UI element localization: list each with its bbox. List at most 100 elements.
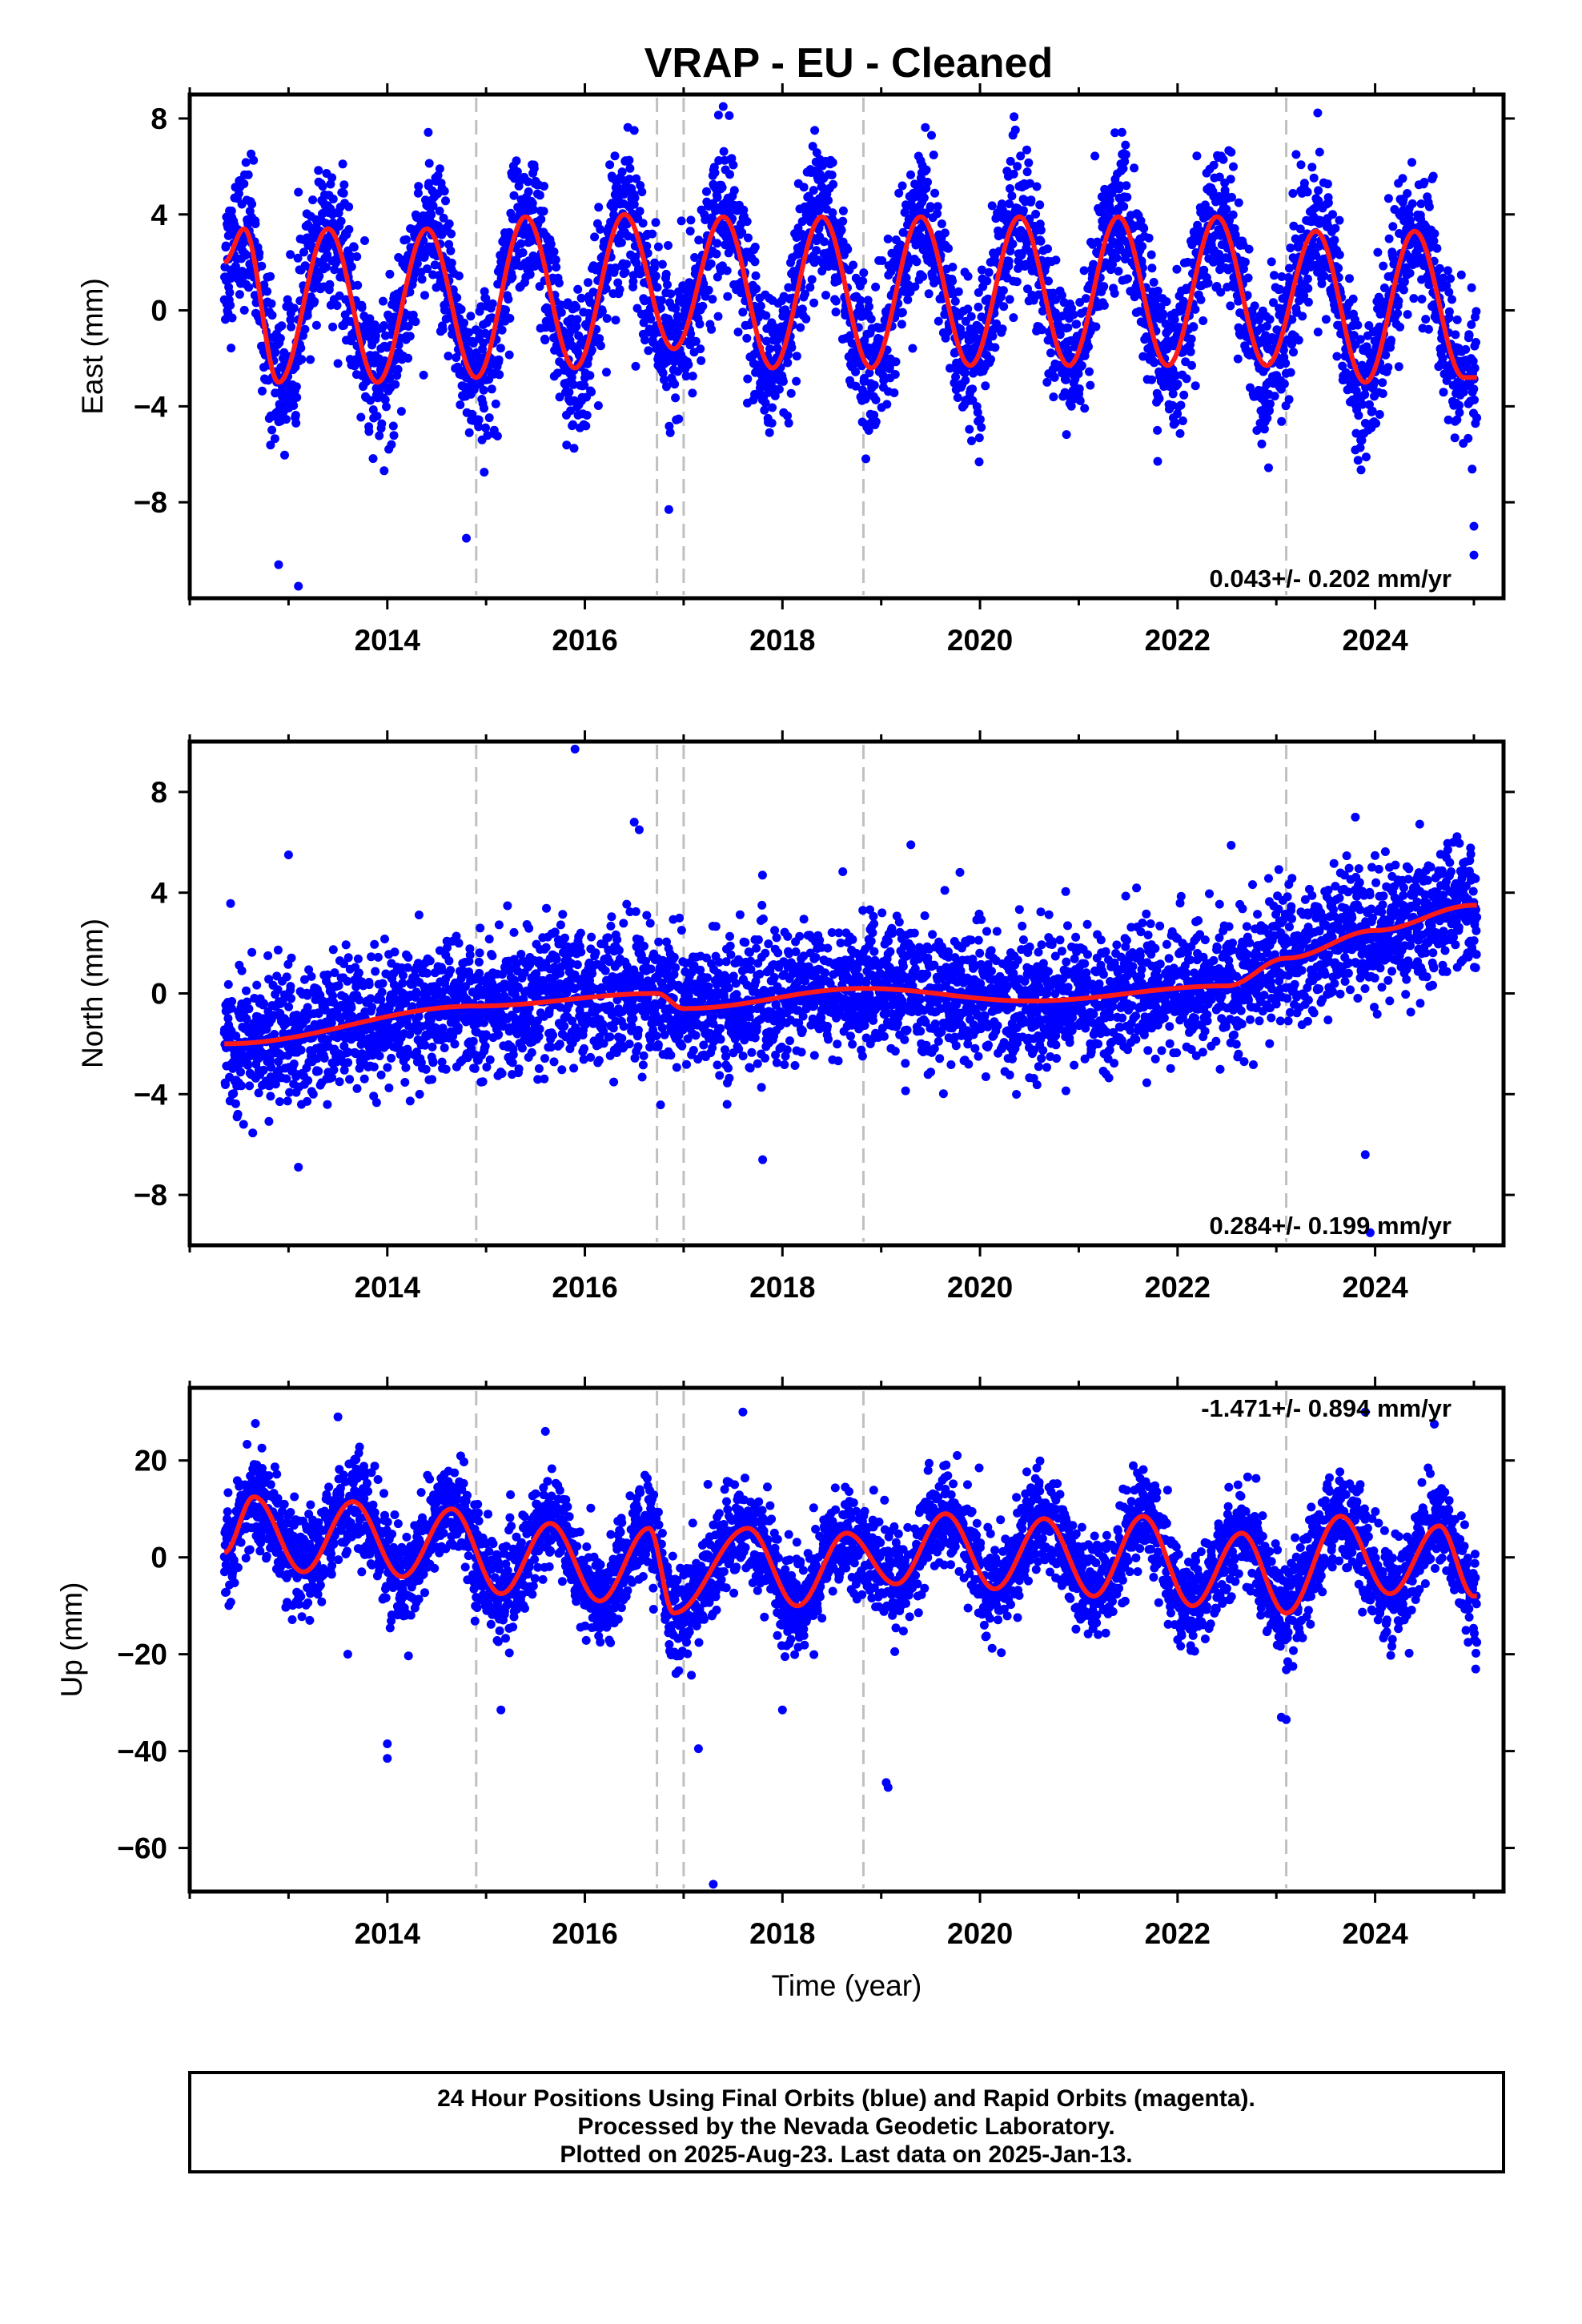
data-point <box>1348 294 1358 304</box>
data-point <box>488 299 497 308</box>
data-point <box>891 357 901 367</box>
data-point <box>1462 363 1472 372</box>
data-point <box>691 336 701 346</box>
data-point <box>851 381 861 391</box>
data-point <box>1468 356 1478 366</box>
data-point <box>981 381 990 391</box>
data-point <box>286 315 295 324</box>
data-point <box>340 992 349 1002</box>
data-point <box>974 302 983 312</box>
data-point <box>536 215 546 224</box>
data-point <box>1006 156 1015 166</box>
data-point <box>1137 256 1146 266</box>
data-point <box>1360 390 1370 400</box>
data-point <box>371 331 380 340</box>
data-point <box>865 368 874 378</box>
data-point <box>587 345 596 355</box>
data-point <box>323 970 332 979</box>
data-point <box>1403 189 1412 198</box>
data-point <box>351 1049 360 1059</box>
data-point <box>699 279 709 288</box>
data-point <box>412 1047 422 1056</box>
data-point <box>725 170 734 179</box>
data-point <box>849 260 858 270</box>
data-point <box>674 414 684 424</box>
outlier-point <box>629 126 639 135</box>
data-point <box>291 418 301 428</box>
data-point <box>479 385 488 395</box>
data-point <box>367 1003 377 1012</box>
data-point <box>1042 377 1052 387</box>
data-point <box>756 301 765 311</box>
data-point <box>1315 147 1324 157</box>
data-point <box>1424 202 1434 211</box>
data-point <box>851 367 861 376</box>
data-point <box>990 343 1000 352</box>
data-point <box>927 131 936 140</box>
data-point <box>267 299 276 308</box>
data-point <box>651 218 661 227</box>
data-point <box>784 418 793 428</box>
data-point <box>275 1097 284 1107</box>
data-point <box>1012 277 1022 287</box>
data-point <box>259 1065 268 1075</box>
data-point <box>637 187 647 197</box>
data-point <box>1315 215 1325 225</box>
data-point <box>572 303 581 312</box>
data-point <box>231 1031 241 1041</box>
data-point <box>481 294 491 304</box>
data-point <box>1287 315 1297 324</box>
data-point <box>245 1081 255 1091</box>
data-point <box>1461 344 1471 354</box>
data-point <box>330 968 339 978</box>
data-point <box>671 304 681 313</box>
data-point <box>529 163 539 173</box>
data-point <box>248 1128 258 1138</box>
data-point <box>1035 200 1045 210</box>
data-point <box>325 279 335 289</box>
data-point <box>656 296 666 305</box>
data-point <box>685 227 695 236</box>
data-point <box>738 308 748 317</box>
data-point <box>602 314 612 324</box>
data-point <box>1353 320 1363 330</box>
data-point <box>236 1068 245 1077</box>
data-point <box>339 1065 349 1075</box>
data-point <box>1191 304 1200 314</box>
data-point <box>661 269 671 279</box>
data-point <box>812 148 821 158</box>
data-point <box>1176 306 1186 316</box>
scatter-points <box>219 744 1482 1237</box>
data-point <box>344 202 354 211</box>
data-point <box>1383 194 1393 203</box>
data-point <box>1259 424 1269 434</box>
data-point <box>265 1055 275 1064</box>
data-point <box>383 1063 392 1072</box>
data-point <box>1439 273 1448 283</box>
data-point <box>1146 250 1156 259</box>
data-point <box>1007 191 1017 201</box>
data-point <box>639 318 648 328</box>
data-point <box>1399 277 1409 287</box>
x-tick-label: 2022 <box>1145 624 1211 657</box>
data-point <box>366 994 375 1003</box>
data-point <box>1118 164 1128 173</box>
data-point <box>713 111 723 120</box>
data-point <box>897 320 906 329</box>
data-point <box>1247 309 1257 319</box>
data-point <box>376 1070 386 1080</box>
data-point <box>308 195 318 205</box>
data-point <box>1419 178 1429 187</box>
data-point <box>1179 390 1189 400</box>
data-point <box>648 229 657 239</box>
data-point <box>516 239 526 248</box>
data-point <box>1444 307 1454 316</box>
data-point <box>787 343 797 352</box>
data-point <box>229 1089 239 1099</box>
data-point <box>1186 334 1196 344</box>
data-point <box>427 210 436 219</box>
data-point <box>404 353 413 363</box>
data-point <box>690 253 700 262</box>
